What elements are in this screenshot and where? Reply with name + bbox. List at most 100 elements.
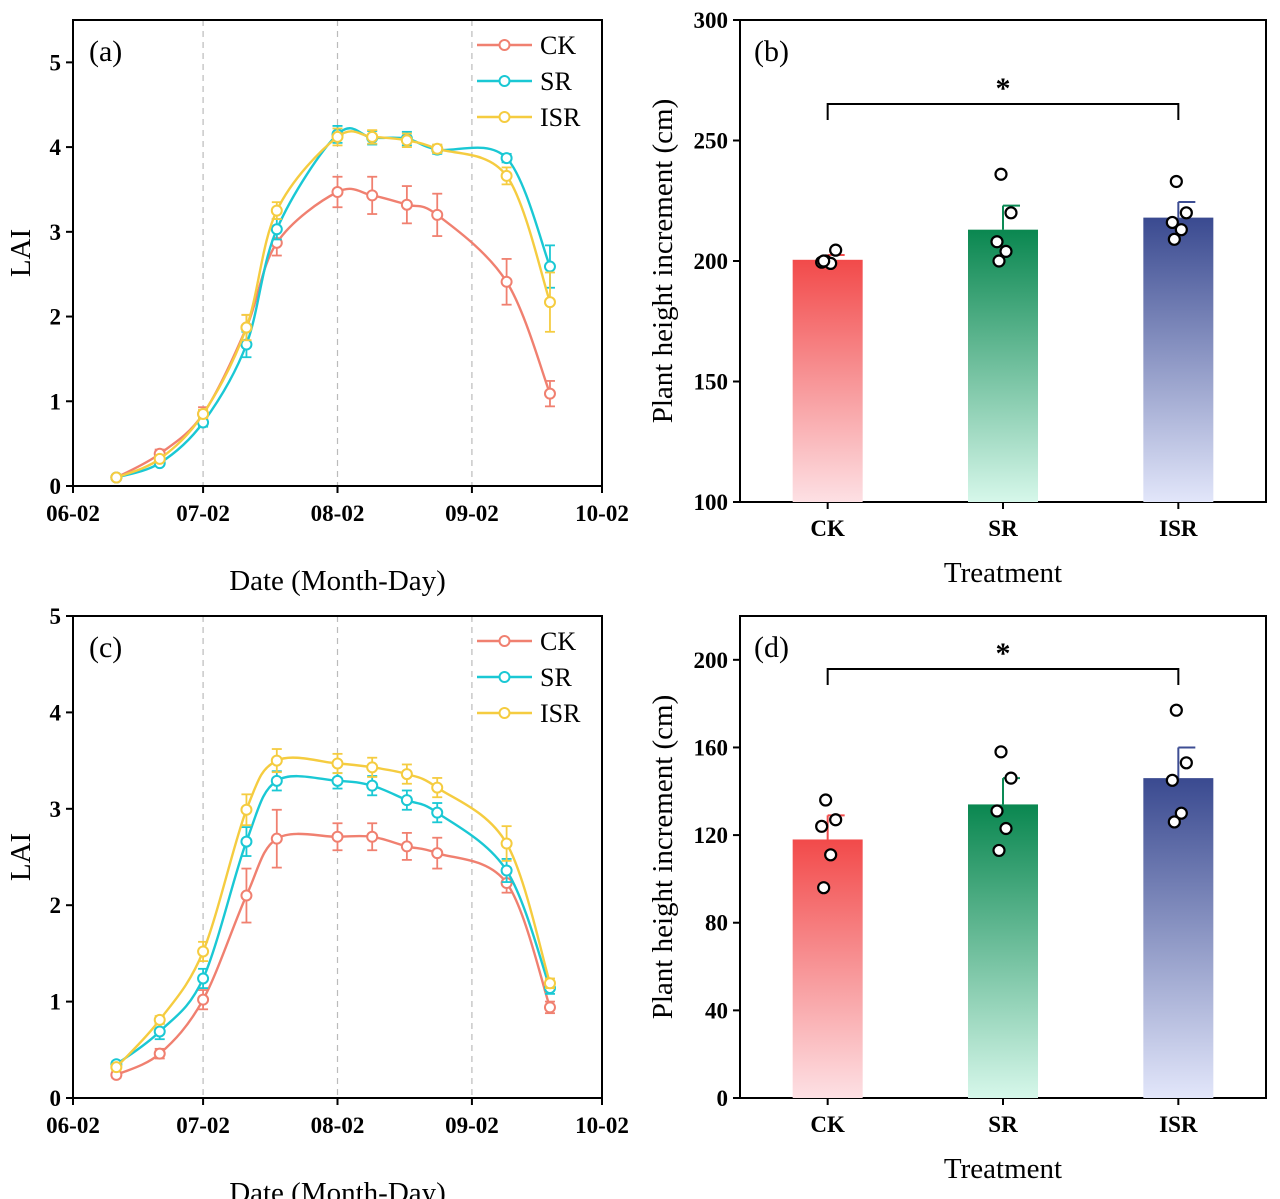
data-point [400, 768, 413, 781]
y-tick-label: 120 [694, 823, 729, 848]
data-point [829, 813, 843, 827]
data-point [270, 832, 283, 845]
data-point [366, 830, 379, 843]
data-point [431, 781, 444, 794]
y-tick-label: 0 [50, 1086, 62, 1111]
y-tick-label: 200 [694, 648, 729, 673]
data-point [500, 152, 513, 165]
y-tick-label: 5 [50, 50, 62, 75]
data-point [1169, 174, 1183, 189]
data-point [153, 1013, 166, 1026]
data-point [431, 806, 444, 819]
data-point [197, 993, 210, 1006]
data-point [400, 794, 413, 807]
data-point [817, 881, 831, 895]
data-point [331, 757, 344, 770]
data-point [543, 387, 556, 400]
legend-label: SR [540, 67, 572, 96]
y-tick-label: 1 [50, 990, 62, 1015]
y-tick-label: 150 [694, 370, 729, 395]
legend-label: CK [540, 627, 576, 656]
data-point [992, 254, 1006, 268]
series-line [116, 127, 552, 479]
data-point [815, 819, 829, 833]
data-point [819, 793, 833, 807]
significance-bracket [826, 103, 1180, 120]
data-point [400, 134, 413, 147]
legend-marker [498, 671, 511, 683]
x-axis-label: Treatment [944, 1153, 1062, 1185]
data-point [366, 130, 379, 143]
data-point [400, 198, 413, 211]
data-point [270, 754, 283, 767]
data-point [500, 837, 513, 850]
legend-marker [498, 75, 511, 87]
data-point [197, 945, 210, 958]
bar [792, 839, 863, 1098]
legend-marker [498, 39, 511, 51]
panel-label: (c) [89, 631, 122, 664]
series-line [115, 130, 552, 479]
data-point [500, 275, 513, 288]
y-tick-label: 2 [50, 305, 62, 330]
data-point [1004, 771, 1018, 785]
data-point [543, 260, 556, 273]
data-point [431, 847, 444, 860]
data-point [500, 864, 513, 877]
data-point [240, 803, 253, 816]
x-tick-label: 07-02 [176, 501, 230, 526]
data-point [331, 774, 344, 787]
significance-marker: * [996, 637, 1011, 670]
data-point [1179, 756, 1193, 770]
data-point [240, 835, 253, 848]
y-axis-label: Plant height increment (cm) [647, 99, 679, 424]
data-point [990, 804, 1004, 818]
y-axis-label: LAI [5, 833, 37, 881]
data-point [1167, 815, 1181, 829]
x-tick-label: 07-02 [176, 1113, 230, 1138]
data-point [110, 471, 123, 484]
data-point [331, 830, 344, 843]
data-point [1174, 223, 1188, 237]
data-point [270, 204, 283, 217]
data-point [366, 779, 379, 792]
x-tick-label: 09-02 [445, 1113, 499, 1138]
y-tick-label: 0 [50, 474, 62, 499]
data-point [1179, 206, 1193, 220]
y-tick-label: 5 [50, 604, 62, 629]
data-point [400, 840, 413, 853]
y-tick-label: 4 [50, 700, 62, 725]
data-point [543, 296, 556, 309]
y-tick-label: 300 [694, 8, 729, 33]
data-point [153, 452, 166, 465]
y-tick-label: 100 [694, 490, 729, 515]
y-tick-label: 2 [50, 893, 62, 918]
y-tick-label: 3 [50, 220, 62, 245]
legend-marker [498, 111, 511, 123]
y-tick-label: 250 [694, 129, 729, 154]
bar [968, 229, 1038, 503]
data-point [1165, 773, 1179, 787]
y-tick-label: 160 [694, 735, 729, 760]
x-axis-label: Treatment [944, 557, 1062, 589]
data-point [240, 321, 253, 334]
data-point [999, 244, 1013, 258]
series-line [115, 187, 552, 479]
y-tick-label: 200 [694, 249, 729, 274]
panel-label: (a) [89, 35, 122, 68]
data-point [824, 848, 838, 862]
data-point [331, 130, 344, 143]
x-tick-label: CK [810, 1112, 845, 1137]
x-axis-label: Date (Month-Day) [229, 565, 446, 597]
data-point [1165, 215, 1179, 230]
bar [1143, 778, 1214, 1098]
data-point [994, 167, 1008, 181]
panel-b: 100 150 200 250 300 CK SR ISR Treatment Plant hei… [647, 8, 1267, 589]
y-tick-label: 1 [50, 389, 62, 414]
significance-marker: * [996, 72, 1011, 105]
data-point [197, 407, 210, 420]
data-point [543, 1001, 556, 1014]
data-point [331, 185, 344, 198]
panel-c: 06-02 07-02 08-02 09-02 10-02 0 1 2 3 4 5 Date (Mon… [5, 604, 629, 1199]
